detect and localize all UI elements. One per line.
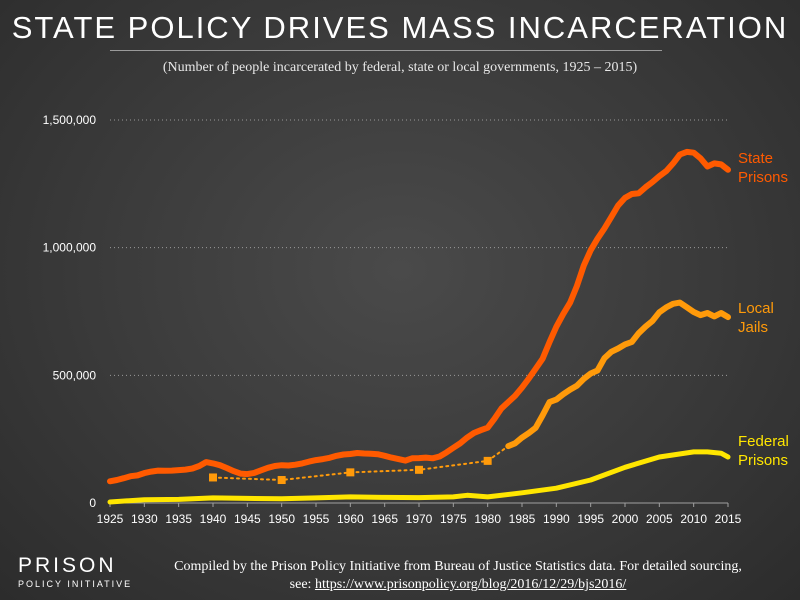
state-prisonslabel: Prisons — [738, 169, 788, 186]
source-line-1: Compiled by the Prison Policy Initiative… — [174, 559, 742, 574]
federal-prisons-line — [107, 449, 731, 505]
title-divider — [110, 50, 662, 51]
x-tick-label: 2000 — [612, 512, 639, 526]
federal-prisonslabel: Prisons — [738, 452, 788, 469]
grid-layer — [110, 119, 728, 376]
x-tick-label: 1980 — [474, 512, 501, 526]
state-prisons-line — [107, 148, 731, 485]
y-tick-label: 0 — [89, 496, 96, 510]
federal-prisonslabel: Federal — [738, 433, 789, 450]
label-layer: State Prisons Local Jails Federal Prisons — [738, 150, 789, 469]
x-tick-label: 1990 — [543, 512, 570, 526]
local-jails-line — [505, 299, 731, 450]
x-tick-label: 1955 — [303, 512, 330, 526]
local-jails-sporadic-data-point — [483, 456, 492, 465]
x-tick-label: 1925 — [97, 512, 124, 526]
source-prefix: see: — [289, 577, 315, 592]
y-tick-label: 1,500,000 — [43, 113, 97, 127]
series-layer — [107, 148, 731, 505]
x-tick-label: 1940 — [200, 512, 227, 526]
x-tick-label: 1945 — [234, 512, 261, 526]
y-tick-label: 1,000,000 — [43, 241, 97, 255]
local-jailslabel: Jails — [738, 319, 768, 336]
local-jails-sporadic-data-point — [415, 465, 423, 474]
x-tick-label: 2010 — [680, 512, 707, 526]
source-link[interactable]: https://www.prisonpolicy.org/blog/2016/1… — [314, 577, 627, 592]
state-prisonslabel: State — [738, 150, 773, 167]
x-tick-label: 1935 — [165, 512, 192, 526]
local-jails-sporadic-data-point — [209, 473, 217, 482]
chart-subtitle: (Number of people incarcerated by federa… — [162, 60, 638, 75]
local-jails-sporadic-data-point — [277, 476, 286, 485]
prison-policy-initiative-logo: PRISON POLICY INITIATIVE — [18, 554, 133, 590]
x-tick-label: 1985 — [509, 512, 536, 526]
x-tick-label: 2015 — [715, 512, 742, 526]
logo-name: PRISON — [18, 554, 117, 577]
local-jailslabel: Local — [738, 300, 774, 317]
x-tick-label: 1965 — [371, 512, 398, 526]
x-tick-label: 1960 — [337, 512, 364, 526]
chart-title: STATE POLICY DRIVES MASS INCARCERATION — [11, 10, 789, 45]
x-tick-label: 1995 — [577, 512, 604, 526]
source-line-2: see: https://www.prisonpolicy.org/blog/2… — [128, 576, 788, 594]
x-tick-label: 1970 — [406, 512, 433, 526]
y-tick-label: 500,000 — [53, 368, 97, 382]
x-tick-label: 1930 — [131, 512, 158, 526]
x-tick-label: 2005 — [646, 512, 673, 526]
source-note: Compiled by the Prison Policy Initiative… — [128, 558, 788, 594]
x-tick-label: 1950 — [268, 512, 295, 526]
axis-layer: 0 500,000 1,000,000 1,500,000 1925 1930 1935 19… — [43, 113, 742, 526]
x-tick-label: 1975 — [440, 512, 467, 526]
logo-subtitle: POLICY INITIATIVE — [18, 579, 133, 589]
local-jails-sporadic-data-point — [346, 468, 355, 477]
